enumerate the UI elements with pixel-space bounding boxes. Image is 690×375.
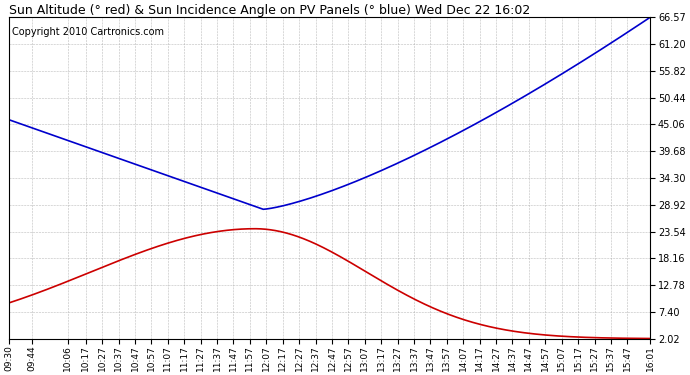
Text: Sun Altitude (° red) & Sun Incidence Angle on PV Panels (° blue) Wed Dec 22 16:0: Sun Altitude (° red) & Sun Incidence Ang…	[9, 4, 530, 17]
Text: Copyright 2010 Cartronics.com: Copyright 2010 Cartronics.com	[12, 27, 164, 37]
